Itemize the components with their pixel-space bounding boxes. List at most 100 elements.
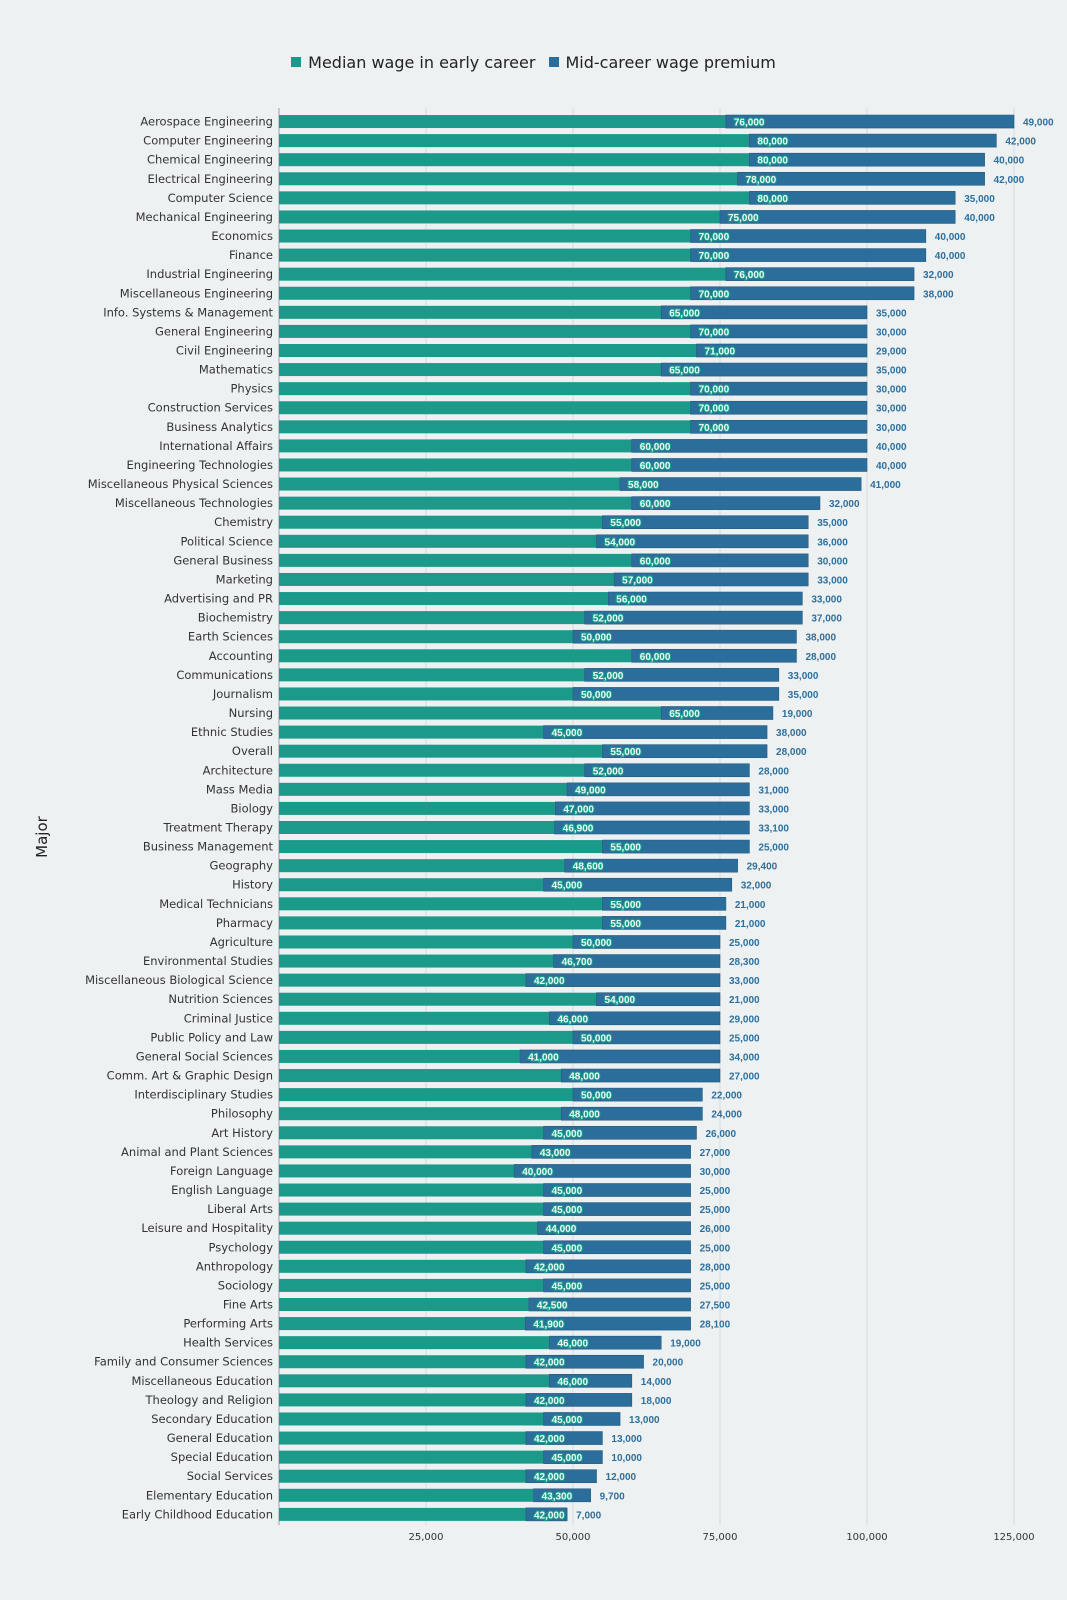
bar-early-career[interactable] bbox=[279, 1088, 573, 1102]
bar-early-career[interactable] bbox=[279, 954, 554, 968]
bar-early-career[interactable] bbox=[279, 1164, 515, 1178]
bar-mid-career-premium[interactable] bbox=[660, 362, 868, 377]
bar-mid-career-premium[interactable] bbox=[543, 1278, 691, 1293]
bar-mid-career-premium[interactable] bbox=[533, 1488, 591, 1503]
bar-mid-career-premium[interactable] bbox=[584, 610, 803, 625]
bar-mid-career-premium[interactable] bbox=[696, 343, 868, 358]
bar-mid-career-premium[interactable] bbox=[749, 133, 997, 148]
bar-early-career[interactable] bbox=[279, 439, 632, 453]
bar-mid-career-premium[interactable] bbox=[719, 210, 956, 224]
bar-early-career[interactable] bbox=[279, 1393, 526, 1407]
bar-early-career[interactable] bbox=[279, 553, 632, 567]
bar-mid-career-premium[interactable] bbox=[555, 801, 750, 816]
bar-mid-career-premium[interactable] bbox=[596, 534, 809, 549]
bar-early-career[interactable] bbox=[279, 324, 691, 338]
bar-mid-career-premium[interactable] bbox=[660, 706, 774, 720]
bar-mid-career-premium[interactable] bbox=[737, 171, 985, 186]
legend-item-early[interactable]: Median wage in early career bbox=[291, 53, 535, 72]
bar-mid-career-premium[interactable] bbox=[554, 820, 750, 835]
bar-mid-career-premium[interactable] bbox=[572, 935, 721, 949]
bar-early-career[interactable] bbox=[279, 611, 585, 625]
bar-early-career[interactable] bbox=[279, 668, 585, 682]
bar-early-career[interactable] bbox=[279, 1069, 562, 1083]
bar-mid-career-premium[interactable] bbox=[631, 439, 868, 453]
bar-mid-career-premium[interactable] bbox=[525, 973, 721, 987]
bar-early-career[interactable] bbox=[279, 248, 691, 262]
bar-early-career[interactable] bbox=[279, 1374, 550, 1388]
bar-early-career[interactable] bbox=[279, 1240, 544, 1254]
bar-early-career[interactable] bbox=[279, 477, 621, 491]
bar-mid-career-premium[interactable] bbox=[572, 1087, 703, 1102]
bar-early-career[interactable] bbox=[279, 801, 556, 815]
bar-mid-career-premium[interactable] bbox=[543, 1240, 691, 1255]
bar-mid-career-premium[interactable] bbox=[725, 267, 915, 281]
bar-mid-career-premium[interactable] bbox=[749, 191, 956, 205]
bar-early-career[interactable] bbox=[279, 935, 573, 949]
bar-early-career[interactable] bbox=[279, 267, 726, 281]
bar-mid-career-premium[interactable] bbox=[525, 1354, 644, 1369]
bar-early-career[interactable] bbox=[279, 1469, 526, 1483]
bar-mid-career-premium[interactable] bbox=[549, 1011, 721, 1026]
bar-early-career[interactable] bbox=[279, 897, 603, 911]
bar-early-career[interactable] bbox=[279, 1298, 529, 1311]
bar-mid-career-premium[interactable] bbox=[560, 1106, 703, 1121]
bar-mid-career-premium[interactable] bbox=[690, 324, 868, 339]
bar-mid-career-premium[interactable] bbox=[549, 1335, 662, 1350]
bar-mid-career-premium[interactable] bbox=[690, 420, 868, 434]
bar-mid-career-premium[interactable] bbox=[690, 248, 927, 262]
bar-early-career[interactable] bbox=[279, 706, 662, 720]
bar-mid-career-premium[interactable] bbox=[543, 1412, 621, 1426]
bar-mid-career-premium[interactable] bbox=[690, 286, 915, 301]
bar-early-career[interactable] bbox=[279, 782, 568, 796]
bar-early-career[interactable] bbox=[279, 687, 573, 701]
bar-early-career[interactable] bbox=[279, 992, 597, 1006]
bar-mid-career-premium[interactable] bbox=[572, 629, 797, 644]
bar-mid-career-premium[interactable] bbox=[690, 381, 868, 396]
bar-early-career[interactable] bbox=[279, 1317, 526, 1331]
bar-early-career[interactable] bbox=[279, 1126, 544, 1140]
bar-early-career[interactable] bbox=[279, 134, 750, 148]
bar-early-career[interactable] bbox=[279, 115, 726, 129]
bar-early-career[interactable] bbox=[279, 1355, 526, 1369]
bar-mid-career-premium[interactable] bbox=[543, 1125, 697, 1140]
bar-mid-career-premium[interactable] bbox=[572, 687, 780, 701]
bar-early-career[interactable] bbox=[279, 286, 691, 300]
bar-early-career[interactable] bbox=[279, 1431, 526, 1445]
bar-early-career[interactable] bbox=[279, 572, 615, 586]
bar-early-career[interactable] bbox=[279, 725, 544, 739]
bar-early-career[interactable] bbox=[279, 153, 750, 167]
bar-early-career[interactable] bbox=[279, 344, 697, 357]
bar-early-career[interactable] bbox=[279, 1412, 544, 1426]
bar-early-career[interactable] bbox=[279, 630, 573, 644]
bar-mid-career-premium[interactable] bbox=[519, 1049, 721, 1064]
bar-mid-career-premium[interactable] bbox=[525, 1431, 603, 1445]
bar-mid-career-premium[interactable] bbox=[596, 992, 721, 1007]
bar-mid-career-premium[interactable] bbox=[513, 1164, 691, 1178]
bar-mid-career-premium[interactable] bbox=[584, 668, 780, 682]
bar-early-career[interactable] bbox=[279, 420, 691, 434]
bar-mid-career-premium[interactable] bbox=[543, 1202, 691, 1216]
bar-early-career[interactable] bbox=[279, 229, 691, 243]
bar-early-career[interactable] bbox=[279, 363, 662, 377]
legend-item-premium[interactable]: Mid-career wage premium bbox=[548, 53, 776, 72]
bar-early-career[interactable] bbox=[279, 496, 632, 510]
bar-early-career[interactable] bbox=[279, 401, 691, 415]
bar-early-career[interactable] bbox=[279, 534, 597, 548]
bar-mid-career-premium[interactable] bbox=[602, 897, 727, 911]
bar-mid-career-premium[interactable] bbox=[607, 591, 803, 606]
bar-early-career[interactable] bbox=[279, 821, 555, 834]
bar-mid-career-premium[interactable] bbox=[528, 1297, 691, 1312]
bar-mid-career-premium[interactable] bbox=[602, 515, 809, 530]
bar-mid-career-premium[interactable] bbox=[690, 400, 868, 415]
bar-mid-career-premium[interactable] bbox=[531, 1145, 691, 1159]
bar-early-career[interactable] bbox=[279, 878, 544, 892]
bar-mid-career-premium[interactable] bbox=[549, 1374, 633, 1388]
bar-mid-career-premium[interactable] bbox=[602, 744, 768, 758]
bar-early-career[interactable] bbox=[279, 916, 603, 930]
bar-mid-career-premium[interactable] bbox=[566, 782, 750, 797]
bar-early-career[interactable] bbox=[279, 859, 565, 873]
bar-mid-career-premium[interactable] bbox=[613, 572, 809, 587]
bar-early-career[interactable] bbox=[279, 1107, 562, 1121]
bar-mid-career-premium[interactable] bbox=[543, 725, 768, 739]
bar-early-career[interactable] bbox=[279, 382, 691, 396]
